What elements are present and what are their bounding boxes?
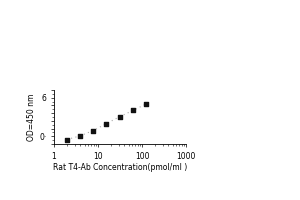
- Y-axis label: OD=450 nm: OD=450 nm: [27, 93, 36, 141]
- Point: [64, 138, 69, 141]
- Point: [144, 102, 149, 105]
- Point: [104, 122, 109, 125]
- Point: [78, 134, 82, 138]
- Point: [130, 109, 135, 112]
- Point: [117, 115, 122, 118]
- X-axis label: Rat T4-Ab Concentration(pmol/ml ): Rat T4-Ab Concentration(pmol/ml ): [53, 163, 187, 172]
- Point: [91, 129, 96, 132]
